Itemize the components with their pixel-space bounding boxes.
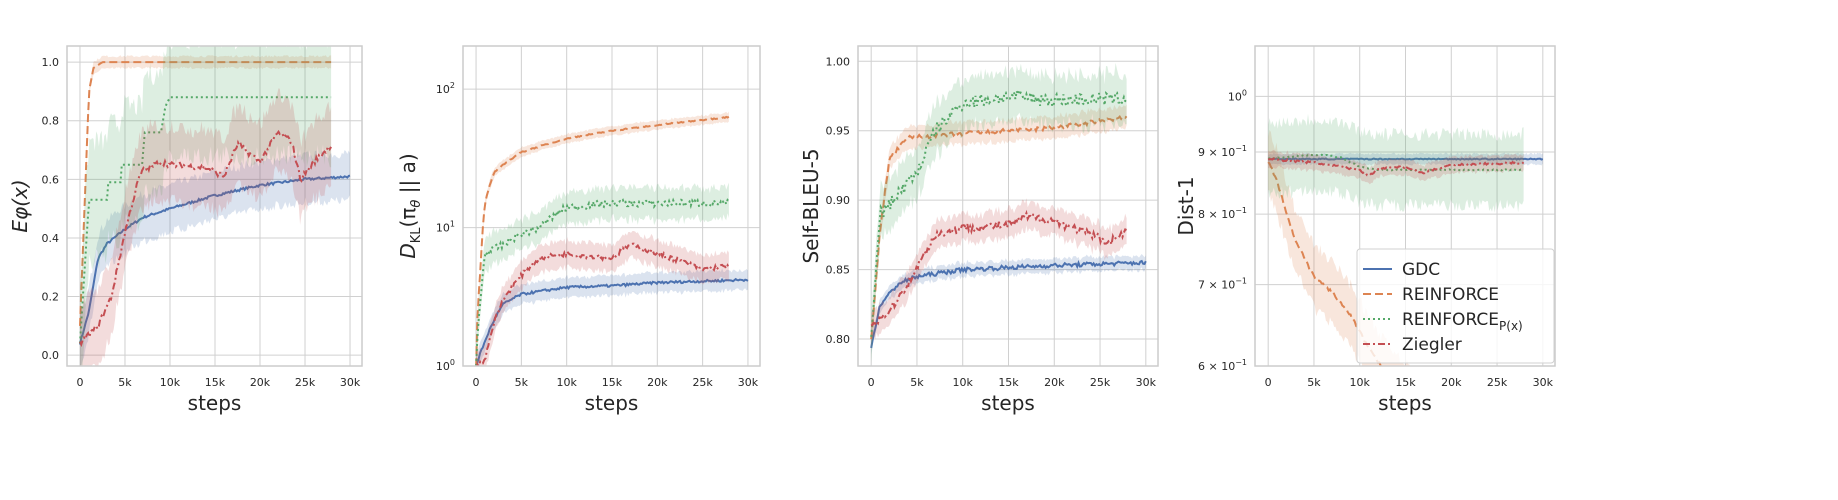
y-tick-label: 6 × 10−1	[1198, 358, 1247, 373]
y-tick-label: 100	[436, 358, 455, 373]
series-line-gdc	[870, 259, 1147, 349]
x-tick-label: 10k	[556, 376, 577, 389]
confidence-band-gdc	[476, 268, 748, 366]
confidence-band-gdc	[80, 150, 350, 366]
legend-label: REINFORCEP(x)	[1402, 310, 1523, 333]
x-axis-label: steps	[981, 391, 1035, 415]
confidence-band-reinforce_p(x)	[80, 46, 332, 366]
confidence-band-ziegler	[476, 231, 729, 366]
x-tick-label: 15k	[1395, 376, 1416, 389]
x-tick-label: 0	[473, 376, 480, 389]
series-line-ziegler	[475, 242, 730, 366]
x-axis-label: steps	[1378, 391, 1432, 415]
subplot-4: 0 5k 10k 15k 20k 25k 30k 6 × 10−1 7 × 10−1 8 × 10…	[1174, 45, 1556, 415]
x-tick-label: 5k	[910, 376, 924, 389]
y-tick-label: 9 × 10−1	[1198, 144, 1247, 159]
x-tick-label: 20k	[250, 376, 271, 389]
confidence-band-reinforce_p(x)	[871, 62, 1127, 364]
x-tick-label: 20k	[1441, 376, 1462, 389]
series-line-reinforce_p(x)	[1268, 153, 1524, 172]
y-tick-label: 0.2	[42, 291, 60, 304]
subplot-2: 0 5k 10k 15k 20k 25k 30k 100 101 102 steps DKL(πθ |…	[396, 45, 761, 415]
legend-label: Ziegler	[1402, 335, 1462, 355]
y-tick-label: 100	[1228, 88, 1247, 103]
series-line-reinforce	[870, 114, 1128, 340]
legend-label: REINFORCE	[1402, 285, 1499, 305]
series-line-ziegler	[1267, 157, 1525, 177]
x-tick-label: 5k	[1307, 376, 1321, 389]
confidence-band-reinforce	[1268, 129, 1416, 366]
y-tick-label: 1.0	[42, 56, 60, 69]
series-line-ziegler	[79, 129, 332, 348]
y-tick-label: 0.8	[42, 115, 60, 128]
confidence-band-reinforce_p(x)	[1268, 113, 1524, 213]
series-line-reinforce	[1267, 161, 1382, 366]
x-tick-label: 5k	[118, 376, 132, 389]
plot-area	[79, 46, 351, 366]
y-tick-label: 0.95	[826, 125, 851, 138]
y-tick-label: 1.00	[826, 55, 851, 68]
x-axis-label: steps	[188, 391, 242, 415]
subplot-3: 0 5k 10k 15k 20k 25k 30k 0.80 0.85 0.90 0.95 1.00 st…	[799, 45, 1159, 415]
x-tick-label: 15k	[998, 376, 1019, 389]
confidence-band-gdc	[871, 254, 1146, 355]
y-tick-label: 8 × 10−1	[1198, 206, 1247, 221]
x-tick-label: 25k	[1487, 376, 1508, 389]
x-tick-label: 10k	[1350, 376, 1371, 389]
y-axis-label: Eφ(x)	[8, 179, 32, 232]
y-tick-label: 0.90	[826, 194, 851, 207]
series-line-reinforce_p(x)	[870, 87, 1127, 337]
x-tick-label: 0	[868, 376, 875, 389]
x-tick-label: 30k	[1136, 376, 1157, 389]
y-axis-label: Self-BLEU-5	[799, 148, 823, 263]
y-axis-label: Dist-1	[1174, 176, 1198, 235]
subplot-1: 0 5k 10k 15k 20k 25k 30k 0.0 0.2 0.4 0.6 0.8 1.0 step…	[8, 45, 363, 415]
y-tick-label: 101	[436, 220, 455, 235]
x-tick-label: 0	[1265, 376, 1272, 389]
axes-frame	[857, 45, 1159, 367]
x-tick-label: 30k	[340, 376, 361, 389]
legend: GDC REINFORCE REINFORCEP(x)Ziegler	[1356, 248, 1555, 364]
plot-area	[870, 62, 1147, 364]
x-tick-label: 5k	[515, 376, 529, 389]
series-line-gdc	[475, 277, 749, 366]
series-line-reinforce	[79, 61, 332, 326]
x-tick-label: 10k	[953, 376, 974, 389]
x-tick-label: 15k	[602, 376, 623, 389]
x-tick-label: 10k	[160, 376, 181, 389]
y-tick-label: 102	[436, 81, 455, 96]
legend-label: GDC	[1402, 260, 1440, 280]
y-tick-label: 0.80	[826, 333, 851, 346]
x-tick-label: 30k	[1533, 376, 1554, 389]
confidence-band-reinforce	[871, 104, 1127, 350]
plot-area	[1267, 113, 1544, 366]
x-tick-label: 25k	[1090, 376, 1111, 389]
plot-area	[475, 111, 749, 366]
confidence-band-ziegler	[80, 88, 332, 366]
axes-frame	[66, 45, 363, 367]
series-line-reinforce	[475, 115, 730, 366]
legend-frame	[1356, 248, 1555, 364]
y-tick-label: 0.4	[42, 232, 60, 245]
series-line-gdc	[1267, 157, 1544, 161]
y-axis-label: DKL(πθ || a)	[396, 153, 424, 258]
x-tick-label: 25k	[295, 376, 316, 389]
confidence-band-reinforce_p(x)	[476, 182, 729, 366]
y-tick-label: 0.6	[42, 173, 60, 186]
x-tick-label: 0	[76, 376, 83, 389]
y-tick-label: 0.85	[826, 264, 851, 277]
axes-frame	[462, 45, 761, 367]
confidence-band-ziegler	[871, 198, 1127, 342]
x-axis-label: steps	[585, 391, 639, 415]
x-tick-label: 30k	[738, 376, 759, 389]
axes-frame	[1254, 45, 1556, 367]
x-tick-label: 15k	[205, 376, 226, 389]
y-tick-label: 7 × 10−1	[1198, 277, 1247, 292]
x-tick-label: 20k	[647, 376, 668, 389]
x-tick-label: 20k	[1044, 376, 1065, 389]
y-tick-label: 0.0	[42, 349, 60, 362]
series-line-ziegler	[870, 209, 1127, 327]
x-tick-label: 25k	[692, 376, 713, 389]
